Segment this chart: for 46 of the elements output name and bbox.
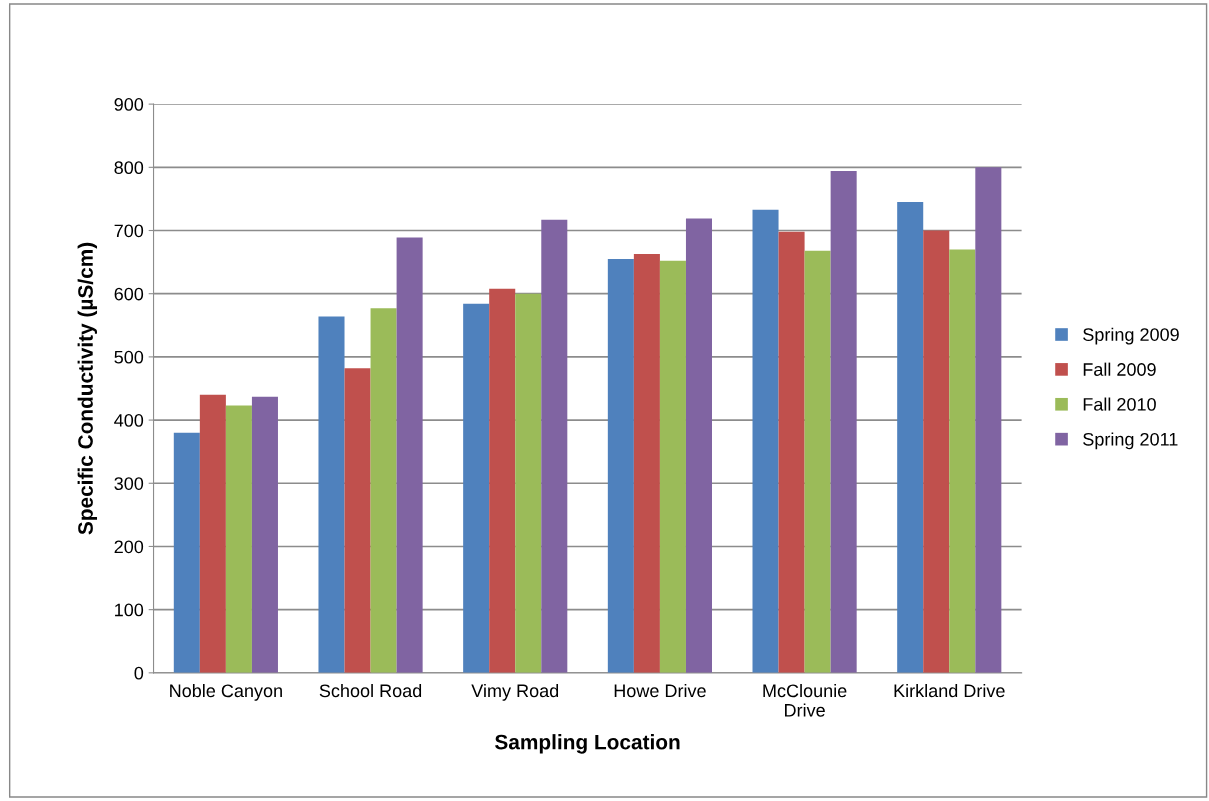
legend-label: Spring 2009 (1083, 327, 1179, 345)
bar (923, 230, 950, 673)
bar (318, 316, 345, 673)
y-tick-label: 900 (114, 98, 144, 111)
legend-label: Fall 2009 (1083, 362, 1156, 376)
y-tick-label: 500 (114, 350, 144, 364)
y-tick-label: 0 (134, 666, 144, 680)
x-tick-label: Kirkland Drive (894, 683, 1005, 698)
bar (199, 394, 226, 673)
legend-label: Fall 2010 (1083, 397, 1156, 411)
bar (685, 218, 712, 673)
bar (949, 249, 976, 673)
bar (515, 293, 542, 673)
x-axis-title: Sampling Location (495, 734, 680, 754)
legend-label: Spring 2011 (1083, 432, 1178, 450)
x-tick-label: Howe Drive (614, 683, 706, 698)
y-tick-label: 100 (115, 603, 144, 617)
bar (778, 231, 805, 673)
x-tick-label: Noble Canyon (170, 683, 282, 701)
x-tick-label: School Road (319, 683, 422, 698)
y-tick-label: 800 (114, 161, 144, 175)
y-tick-label: 300 (114, 477, 144, 490)
bar (463, 303, 490, 673)
bar (344, 368, 371, 673)
bar (225, 405, 252, 673)
bar (804, 250, 831, 673)
bar (173, 432, 200, 673)
bar (489, 288, 516, 673)
bar (830, 171, 857, 673)
bar (633, 253, 660, 673)
bar (659, 260, 686, 673)
x-tick-label: Vimy Road (471, 683, 559, 701)
bar (752, 209, 779, 673)
y-tick-label: 600 (114, 287, 144, 301)
bar (897, 202, 924, 673)
y-axis-title: Specific Conductivity (µS/cm) (77, 242, 98, 535)
bar (370, 308, 397, 673)
bar (541, 219, 568, 673)
y-tick-label: 700 (114, 224, 144, 238)
bar (607, 258, 634, 673)
bar (251, 396, 278, 673)
y-tick-label: 400 (114, 414, 144, 427)
bar (975, 167, 1002, 673)
y-tick-label: 200 (114, 540, 144, 554)
x-tick-label: McClounie Drive (763, 683, 847, 717)
bar (396, 237, 423, 673)
